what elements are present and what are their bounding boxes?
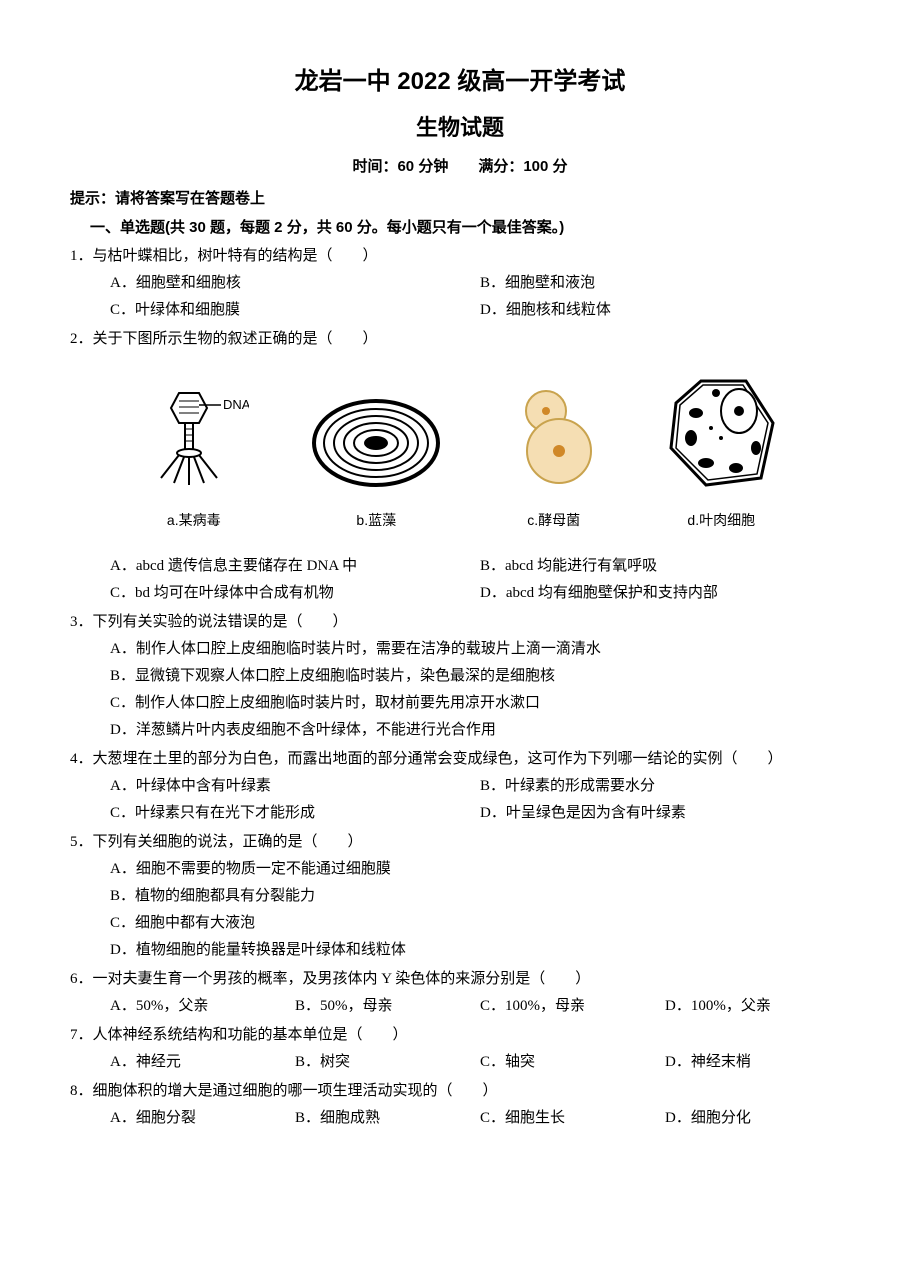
- fig-virus-label: a.某病毒: [139, 508, 249, 533]
- svg-text:DNA: DNA: [223, 397, 249, 412]
- q8-opt-d: D．细胞分化: [665, 1105, 850, 1132]
- exam-meta: 时间：60 分钟 满分：100 分: [70, 153, 850, 180]
- virus-icon: DNA: [139, 383, 249, 493]
- q3-opt-a: A．制作人体口腔上皮细胞临时装片时，需要在洁净的载玻片上滴一滴清水: [110, 636, 850, 663]
- fig-cyano: b.蓝藻: [306, 393, 446, 533]
- question-8: 8．细胞体积的增大是通过细胞的哪一项生理活动实现的（ ） A．细胞分裂 B．细胞…: [70, 1078, 850, 1132]
- question-1: 1．与枯叶蝶相比，树叶特有的结构是（ ） A．细胞壁和细胞核 B．细胞壁和液泡 …: [70, 243, 850, 324]
- q7-opt-c: C．轴突: [480, 1049, 665, 1076]
- q2-opt-d: D．abcd 均有细胞壁保护和支持内部: [480, 580, 850, 607]
- q6-stem: 6．一对夫妻生育一个男孩的概率，及男孩体内 Y 染色体的来源分别是（ ）: [70, 966, 850, 993]
- section-header: 一、单选题(共 30 题，每题 2 分，共 60 分。每小题只有一个最佳答案。): [90, 214, 850, 241]
- q2-figures: DNA a.某病毒 b.蓝藻 c.酵母菌: [110, 373, 810, 533]
- question-3: 3．下列有关实验的说法错误的是（ ） A．制作人体口腔上皮细胞临时装片时，需要在…: [70, 609, 850, 744]
- q5-stem: 5．下列有关细胞的说法，正确的是（ ）: [70, 829, 850, 856]
- fig-yeast: c.酵母菌: [504, 383, 604, 533]
- q1-opt-b: B．细胞壁和液泡: [480, 270, 850, 297]
- yeast-icon: [504, 383, 604, 493]
- q2-opt-a: A．abcd 遗传信息主要储存在 DNA 中: [110, 553, 480, 580]
- q5-opt-b: B．植物的细胞都具有分裂能力: [110, 883, 850, 910]
- q8-opt-a: A．细胞分裂: [110, 1105, 295, 1132]
- fig-leafcell: d.叶肉细胞: [661, 373, 781, 533]
- fig-cyano-label: b.蓝藻: [306, 508, 446, 533]
- q1-stem: 1．与枯叶蝶相比，树叶特有的结构是（ ）: [70, 243, 850, 270]
- hint-line: 提示：请将答案写在答题卷上: [70, 185, 850, 212]
- q1-opt-d: D．细胞核和线粒体: [480, 297, 850, 324]
- q5-opt-c: C．细胞中都有大液泡: [110, 910, 850, 937]
- q8-opt-c: C．细胞生长: [480, 1105, 665, 1132]
- q8-opt-b: B．细胞成熟: [295, 1105, 480, 1132]
- q3-opt-d: D．洋葱鳞片叶内表皮细胞不含叶绿体，不能进行光合作用: [110, 717, 850, 744]
- main-title: 龙岩一中 2022 级高一开学考试: [70, 60, 850, 103]
- q8-stem: 8．细胞体积的增大是通过细胞的哪一项生理活动实现的（ ）: [70, 1078, 850, 1105]
- q2-opt-c: C．bd 均可在叶绿体中合成有机物: [110, 580, 480, 607]
- question-2: 2．关于下图所示生物的叙述正确的是（ ） DNA: [70, 326, 850, 607]
- q6-opt-c: C．100%，母亲: [480, 993, 665, 1020]
- q1-opt-a: A．细胞壁和细胞核: [110, 270, 480, 297]
- q4-opt-a: A．叶绿体中含有叶绿素: [110, 773, 480, 800]
- q6-opt-d: D．100%，父亲: [665, 993, 850, 1020]
- q7-opt-d: D．神经末梢: [665, 1049, 850, 1076]
- q7-opt-a: A．神经元: [110, 1049, 295, 1076]
- question-4: 4．大葱埋在土里的部分为白色，而露出地面的部分通常会变成绿色，这可作为下列哪一结…: [70, 746, 850, 827]
- fig-virus: DNA a.某病毒: [139, 383, 249, 533]
- leafcell-icon: [661, 373, 781, 493]
- q3-opt-b: B．显微镜下观察人体口腔上皮细胞临时装片，染色最深的是细胞核: [110, 663, 850, 690]
- q7-stem: 7．人体神经系统结构和功能的基本单位是（ ）: [70, 1022, 850, 1049]
- cyano-icon: [306, 393, 446, 493]
- q6-opt-a: A．50%，父亲: [110, 993, 295, 1020]
- q4-opt-c: C．叶绿素只有在光下才能形成: [110, 800, 480, 827]
- q6-opt-b: B．50%，母亲: [295, 993, 480, 1020]
- q3-stem: 3．下列有关实验的说法错误的是（ ）: [70, 609, 850, 636]
- question-5: 5．下列有关细胞的说法，正确的是（ ） A．细胞不需要的物质一定不能通过细胞膜 …: [70, 829, 850, 964]
- q4-stem: 4．大葱埋在土里的部分为白色，而露出地面的部分通常会变成绿色，这可作为下列哪一结…: [70, 746, 850, 773]
- q7-opt-b: B．树突: [295, 1049, 480, 1076]
- q1-opt-c: C．叶绿体和细胞膜: [110, 297, 480, 324]
- subject-title: 生物试题: [70, 108, 850, 148]
- q4-opt-d: D．叶呈绿色是因为含有叶绿素: [480, 800, 850, 827]
- fig-leafcell-label: d.叶肉细胞: [661, 508, 781, 533]
- q3-opt-c: C．制作人体口腔上皮细胞临时装片时，取材前要先用凉开水漱口: [110, 690, 850, 717]
- q5-opt-d: D．植物细胞的能量转换器是叶绿体和线粒体: [110, 937, 850, 964]
- q4-opt-b: B．叶绿素的形成需要水分: [480, 773, 850, 800]
- fig-yeast-label: c.酵母菌: [504, 508, 604, 533]
- q5-opt-a: A．细胞不需要的物质一定不能通过细胞膜: [110, 856, 850, 883]
- q2-stem: 2．关于下图所示生物的叙述正确的是（ ）: [70, 326, 850, 353]
- q2-opt-b: B．abcd 均能进行有氧呼吸: [480, 553, 850, 580]
- question-6: 6．一对夫妻生育一个男孩的概率，及男孩体内 Y 染色体的来源分别是（ ） A．5…: [70, 966, 850, 1020]
- question-7: 7．人体神经系统结构和功能的基本单位是（ ） A．神经元 B．树突 C．轴突 D…: [70, 1022, 850, 1076]
